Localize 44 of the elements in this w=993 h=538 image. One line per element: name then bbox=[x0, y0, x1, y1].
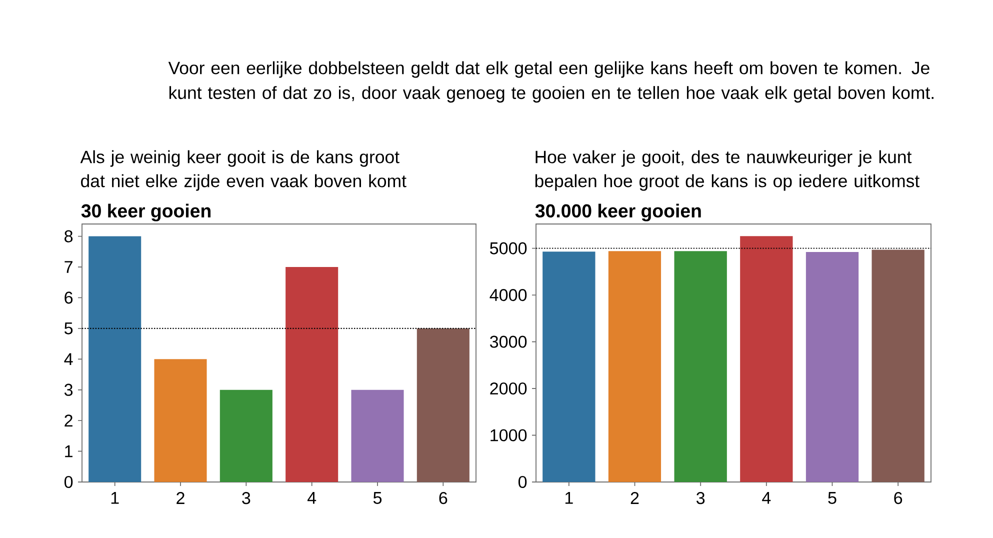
x-tick-label: 2 bbox=[176, 492, 184, 504]
bar bbox=[88, 236, 142, 482]
y-tick-label: 1000 bbox=[490, 429, 527, 442]
chart-subtitle: Als je weinig keer gooit is de kans groot dat niet elke zijde even vaak boven komt bbox=[80, 150, 406, 191]
y-tick-label: 6 bbox=[64, 292, 73, 304]
x-tick-label: 5 bbox=[828, 492, 836, 504]
bar bbox=[542, 252, 596, 482]
x-tick-label: 3 bbox=[242, 492, 250, 504]
y-tick-label: 2 bbox=[64, 414, 72, 427]
y-tick-label: 7 bbox=[64, 261, 72, 273]
x-tick-label: 5 bbox=[373, 492, 382, 504]
y-tick-label: 1 bbox=[65, 445, 72, 458]
y-tick-label: 4 bbox=[64, 353, 73, 366]
y-tick-label: 8 bbox=[64, 230, 73, 242]
x-tick-label: 6 bbox=[439, 492, 448, 504]
x-tick-label: 1 bbox=[565, 492, 573, 504]
x-tick-label: 2 bbox=[630, 492, 639, 504]
bar bbox=[351, 390, 404, 482]
bar bbox=[416, 328, 470, 482]
bar bbox=[286, 266, 338, 482]
chart-title: 30 keer gooien bbox=[81, 204, 210, 222]
bar bbox=[674, 251, 727, 482]
bar bbox=[154, 359, 207, 482]
y-tick-label: 4000 bbox=[490, 288, 527, 302]
y-tick-label: 3000 bbox=[490, 336, 527, 348]
bar bbox=[872, 250, 924, 482]
x-tick-label: 4 bbox=[307, 492, 316, 504]
x-tick-label: 1 bbox=[111, 492, 119, 504]
y-tick-label: 3 bbox=[64, 384, 73, 396]
y-tick-label: 5000 bbox=[490, 242, 527, 254]
bar bbox=[220, 390, 272, 482]
y-tick-label: 0 bbox=[518, 476, 527, 488]
x-tick-label: 4 bbox=[762, 492, 771, 504]
x-tick-label: 3 bbox=[696, 492, 705, 504]
y-tick-label: 0 bbox=[64, 476, 73, 488]
chart-subtitle: Hoe vaker je gooit, des te nauwkeuriger je kunt bepalen hoe groot de kans is op iedere uitkomst bbox=[535, 150, 920, 191]
bar bbox=[740, 236, 793, 482]
x-tick-label: 6 bbox=[894, 492, 902, 504]
bar bbox=[806, 252, 859, 482]
y-tick-label: 5 bbox=[64, 322, 73, 334]
chart-title: 30.000 keer gooien bbox=[535, 204, 701, 222]
bar bbox=[608, 251, 662, 482]
y-tick-label: 2000 bbox=[490, 382, 527, 395]
text: Voor een eerlijke dobbelsteen geldt dat elk getal een gelijke kans heeft om boven te komen. Je kunt testen of dat zo is, door vaak genoeg te gooien en te tellen hoe vaak elk getal boven komt. bbox=[168, 61, 934, 103]
